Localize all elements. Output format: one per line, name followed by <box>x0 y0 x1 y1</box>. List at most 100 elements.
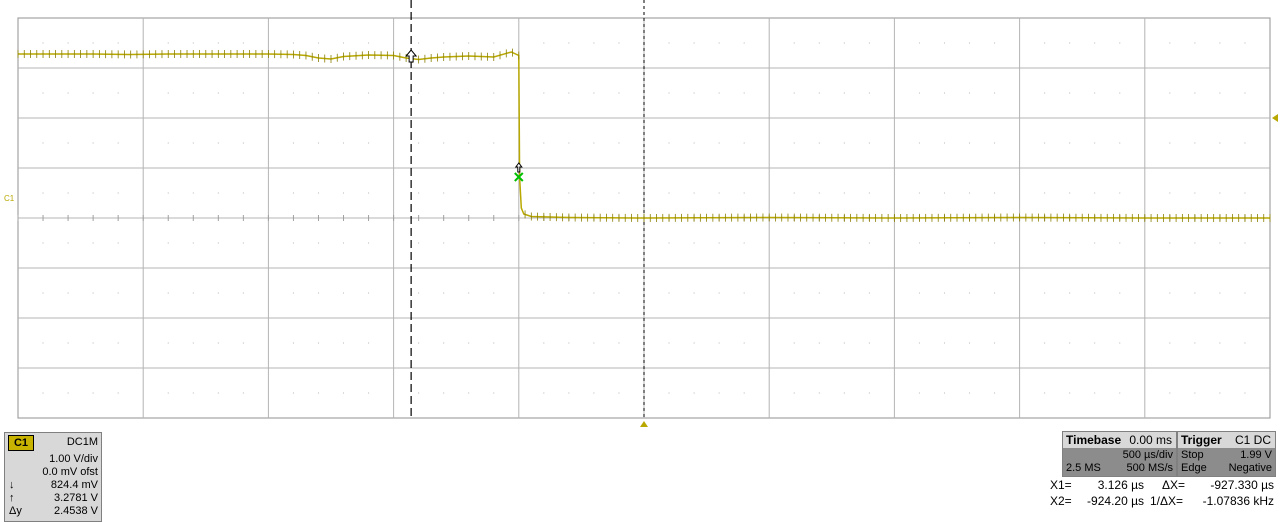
grid-dot <box>443 342 445 344</box>
timebase-descriptor[interactable]: Timebase 0.00 ms 500 µs/div 2.5 MS 500 M… <box>1062 431 1177 477</box>
grid-dot <box>843 392 845 394</box>
grid-dot <box>192 292 194 294</box>
grid-dot <box>117 292 119 294</box>
grid-dot <box>793 292 795 294</box>
grid-dot <box>918 192 921 194</box>
grid-dot <box>1169 342 1171 344</box>
trigger-source: C1 DC <box>1234 433 1271 447</box>
dx-label: ΔX= <box>1162 478 1186 492</box>
dx-value: -927.330 µs <box>1210 478 1274 492</box>
grid-dot <box>1244 242 1246 244</box>
grid-dot <box>342 92 345 94</box>
grid-dot <box>793 142 795 144</box>
grid-dot <box>1169 92 1171 94</box>
grid-dot <box>943 142 946 144</box>
grid-dot <box>1244 42 1246 44</box>
grid-dot <box>1119 192 1121 194</box>
grid-dot <box>868 42 870 44</box>
grid-dot <box>568 392 570 394</box>
grid-dot <box>292 92 295 94</box>
grid-dot <box>443 142 445 144</box>
grid-dot <box>743 142 745 144</box>
grid-dot <box>42 92 44 94</box>
grid-dot <box>217 192 219 194</box>
grid-dot <box>1244 392 1246 394</box>
x1-value: 3.126 µs <box>1097 478 1144 492</box>
grid-dot <box>693 142 695 144</box>
grid-dot <box>543 92 545 94</box>
channel-badge[interactable]: C1 <box>8 435 34 451</box>
up-cursor-icon: ↑ <box>9 492 15 504</box>
grid-dot <box>367 42 370 44</box>
cursor-lines[interactable] <box>410 0 1278 427</box>
grid-dot <box>1219 242 1221 244</box>
grid-dot <box>192 92 194 94</box>
grid-dot <box>993 192 996 194</box>
channel-offset: 0.0 mV ofst <box>42 466 98 478</box>
grid-dot <box>67 342 69 344</box>
grid-dot <box>342 42 345 44</box>
grid-dot <box>968 392 971 394</box>
grid-dot <box>668 242 670 244</box>
inv-dx-value: -1.07836 kHz <box>1202 494 1274 508</box>
grid-dot <box>468 42 470 44</box>
grid-dot <box>1069 242 1071 244</box>
channel-trace-label: C1 <box>4 194 15 203</box>
grid-dot <box>1044 342 1046 344</box>
grid-dot <box>718 342 720 344</box>
grid-dot <box>818 292 820 294</box>
grid-dot <box>1094 142 1096 144</box>
grid-dot <box>668 42 670 44</box>
grid-dot <box>818 192 820 194</box>
oscilloscope-display: C1 <box>4 0 1278 427</box>
grid-dot <box>42 192 44 194</box>
grid-dot <box>1219 142 1221 144</box>
grid-dot <box>367 342 370 344</box>
grid-dot <box>693 192 695 194</box>
grid-dot <box>192 192 194 194</box>
grid-dot <box>1069 292 1071 294</box>
grid-dot <box>42 242 44 244</box>
grid-dot <box>1094 292 1096 294</box>
grid-dot <box>42 42 44 44</box>
grid-dot <box>668 392 670 394</box>
grid-dot <box>117 142 119 144</box>
grid-dot <box>1094 242 1096 244</box>
grid-dot <box>1119 392 1121 394</box>
grid-dot <box>568 92 570 94</box>
grid-dot <box>618 42 620 44</box>
grid-dot <box>943 342 946 344</box>
channel-c1-descriptor[interactable]: C1 DC1M 1.00 V/div 0.0 mV ofst ↓ 824.4 m… <box>4 432 102 522</box>
trigger-type: Edge <box>1181 462 1207 474</box>
grid-dot <box>868 292 870 294</box>
grid-dot <box>167 392 169 394</box>
grid-dot <box>468 392 470 394</box>
grid-dot <box>1094 192 1096 194</box>
grid-dot <box>543 142 545 144</box>
grid-dot <box>1244 342 1246 344</box>
grid-dot <box>793 392 795 394</box>
grid-dot <box>718 142 720 144</box>
grid-dot <box>1119 292 1121 294</box>
grid-dot <box>993 142 996 144</box>
grid-dot <box>468 92 470 94</box>
grid-dot <box>1169 192 1171 194</box>
grid-dot <box>443 242 445 244</box>
grid-dot <box>493 42 495 44</box>
grid-dot <box>242 292 244 294</box>
grid-dot <box>67 292 69 294</box>
grid-dot <box>743 342 745 344</box>
grid-dot <box>217 292 219 294</box>
grid-dot <box>92 192 94 194</box>
trace-c1 <box>17 48 1271 222</box>
grid-dot <box>1169 142 1171 144</box>
grid-dot <box>443 92 445 94</box>
channel-coupling: DC1M <box>66 436 98 448</box>
grid-dot <box>292 392 295 394</box>
grid-dot <box>743 392 745 394</box>
grid-dot <box>1119 342 1121 344</box>
down-cursor-icon: ↓ <box>9 479 15 491</box>
grid-dot <box>593 192 595 194</box>
grid-dot <box>918 292 921 294</box>
trigger-descriptor[interactable]: Trigger C1 DC Stop 1.99 V Edge Negative <box>1177 431 1276 477</box>
